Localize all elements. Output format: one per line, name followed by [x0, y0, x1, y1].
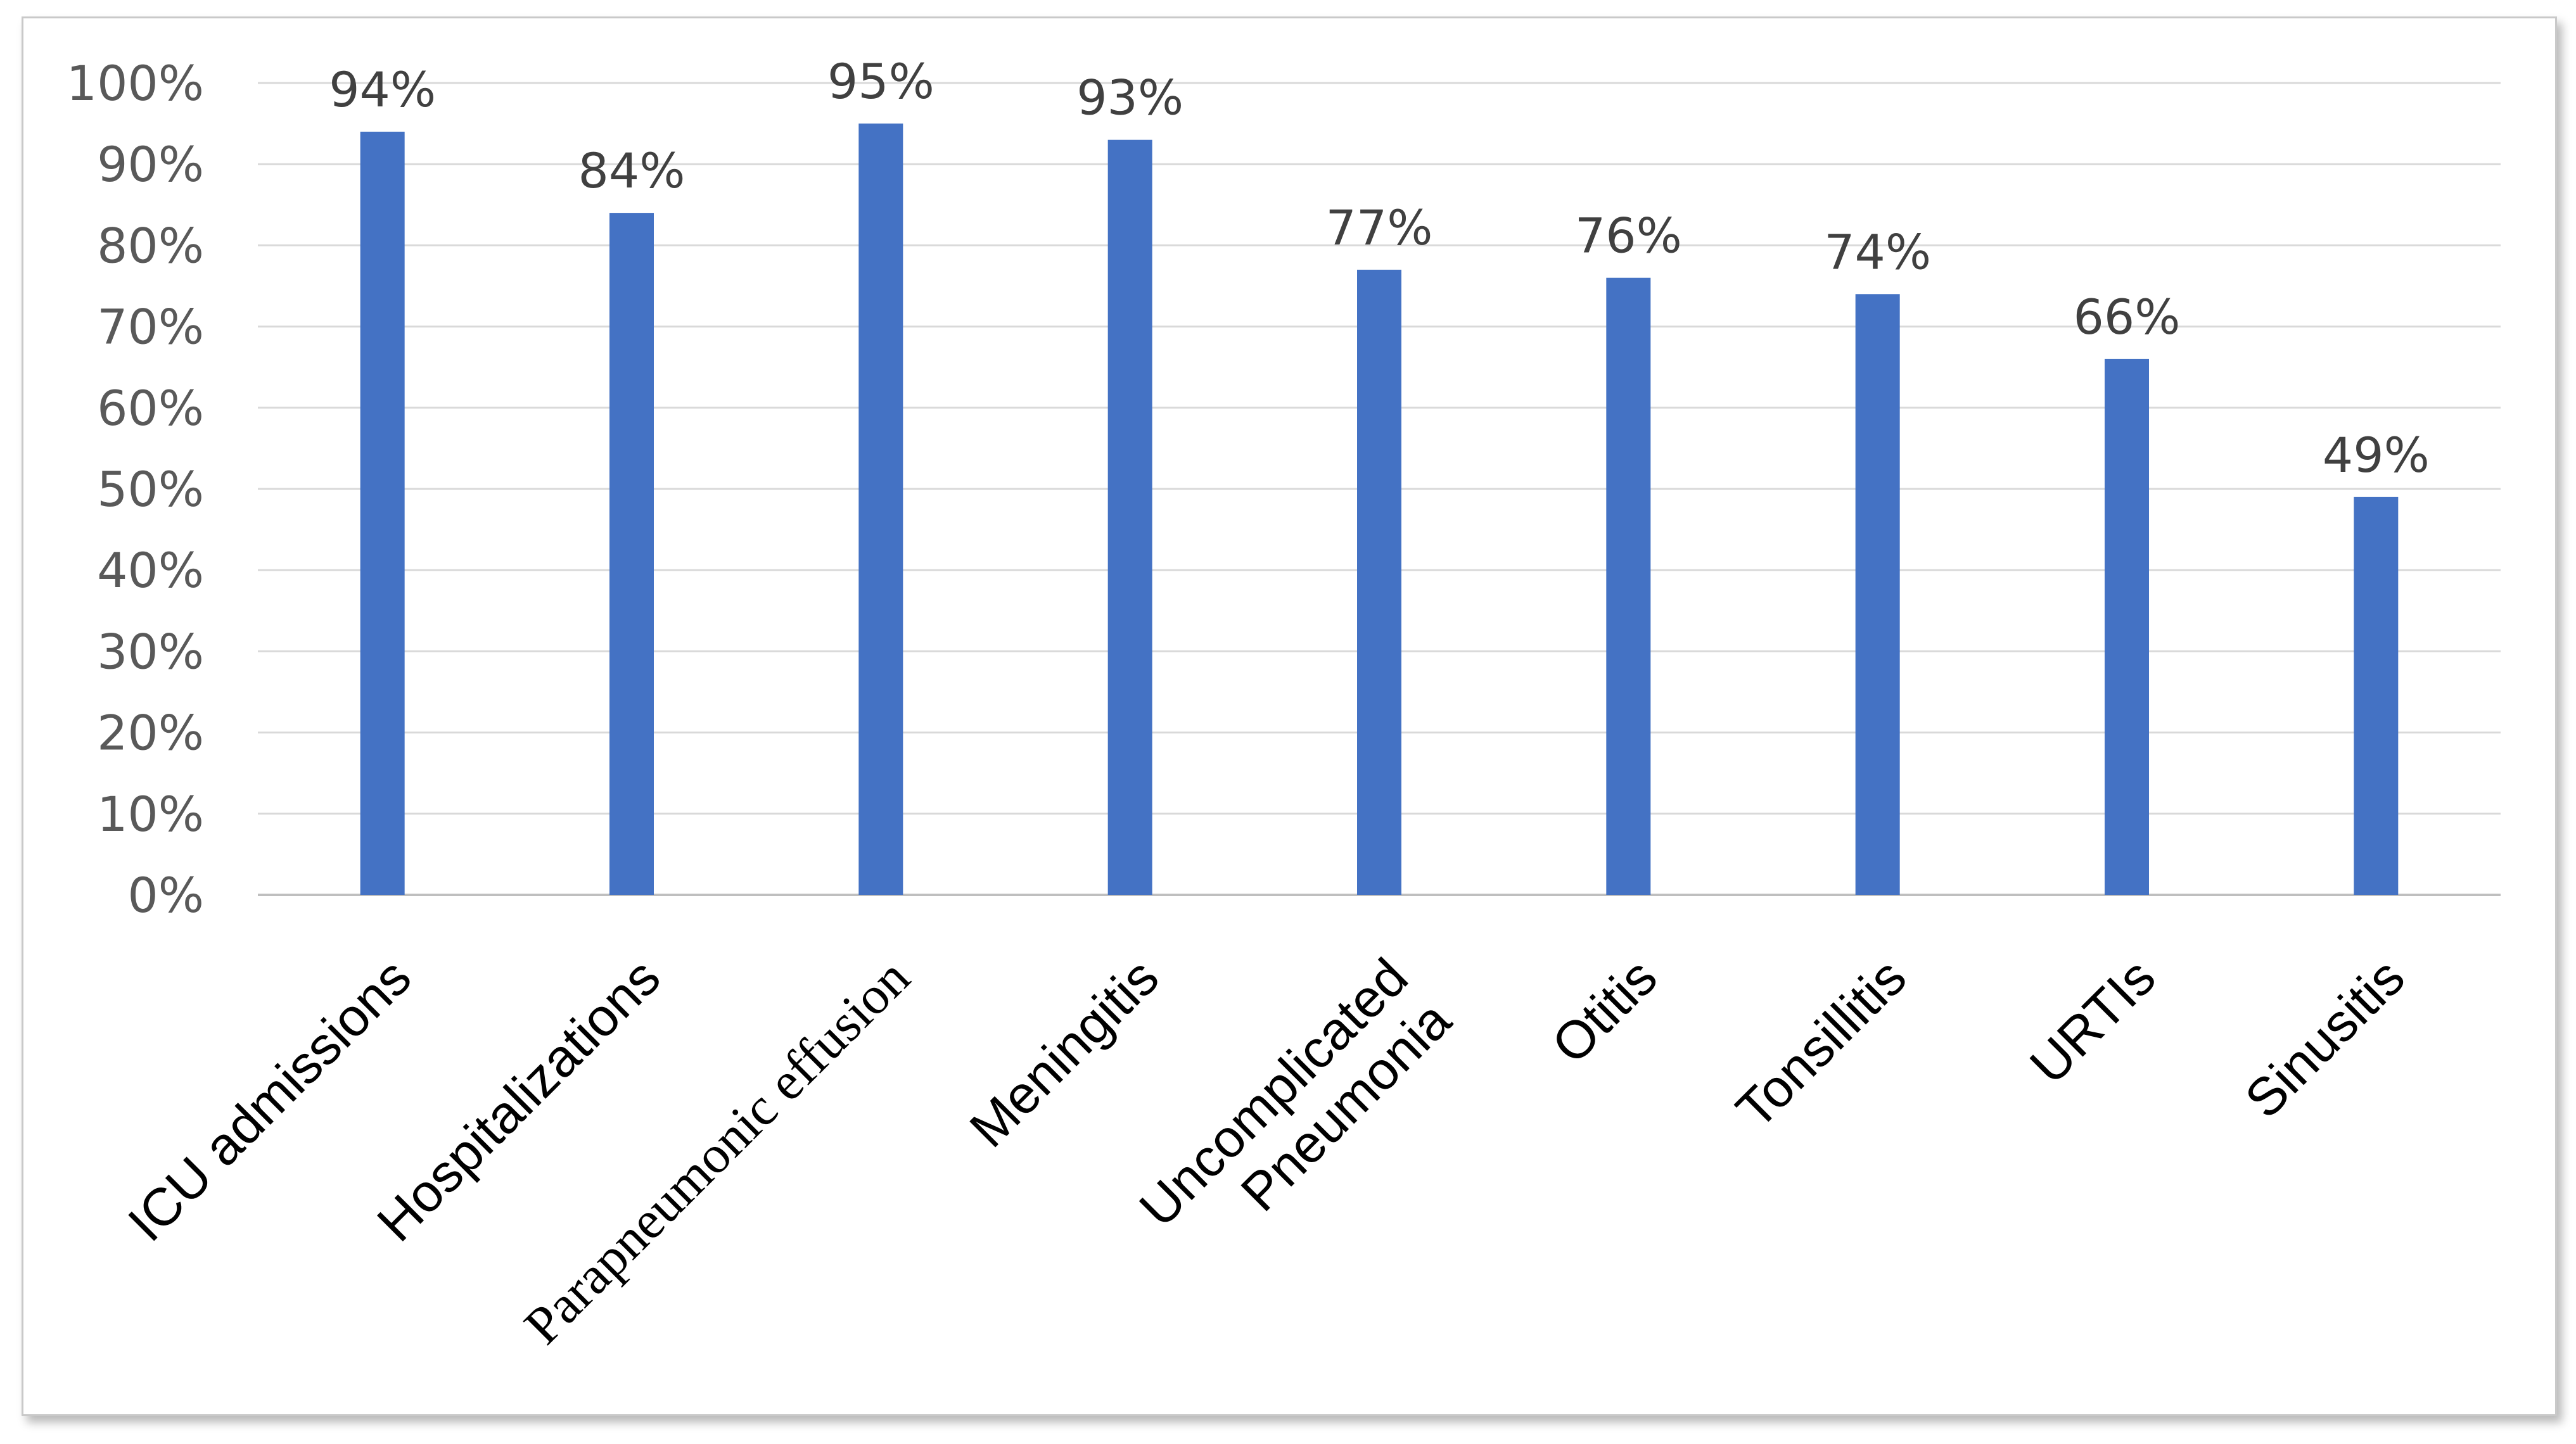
x-tick-text: Tonsillitis — [1725, 947, 1917, 1139]
data-label: 49% — [2323, 427, 2430, 483]
bar — [1606, 277, 1651, 895]
x-tick-text: Sinusitis — [2233, 947, 2416, 1129]
data-label: 95% — [827, 53, 934, 110]
x-tick-label: Tonsillitis — [1725, 947, 1917, 1139]
x-tick-text: URTIs — [2018, 947, 2167, 1095]
bars — [360, 124, 2399, 896]
y-tick-label: 20% — [97, 705, 204, 761]
y-tick-label: 40% — [97, 542, 204, 598]
data-labels: 94% 84% 95% 93% 77% 76% 74% 66% 49% — [329, 53, 2430, 483]
data-label: 66% — [2074, 289, 2181, 345]
x-tick-label: Meningitis — [959, 947, 1170, 1158]
bar — [2105, 358, 2149, 895]
x-axis-ticks: ICU admissionsHospitalizationsParapneumo… — [117, 947, 2416, 1355]
bar — [609, 213, 654, 895]
bar — [2354, 497, 2399, 895]
y-tick-label: 70% — [97, 299, 204, 355]
bar — [1855, 294, 1900, 895]
bar — [1357, 269, 1401, 895]
y-axis-ticks: 0% 10% 20% 30% 40% 50% 60% 70% 80% 90% 100% — [67, 55, 204, 923]
bar — [858, 124, 903, 896]
y-tick-label: 0% — [127, 867, 204, 923]
y-tick-label: 100% — [67, 55, 204, 111]
data-label: 77% — [1326, 200, 1433, 256]
chart-frame: 0% 10% 20% 30% 40% 50% 60% 70% 80% 90% 100% 94% 84%… — [22, 16, 2557, 1416]
data-label: 84% — [578, 142, 685, 199]
x-tick-text: Otitis — [1540, 947, 1668, 1075]
bar-chart: 0% 10% 20% 30% 40% 50% 60% 70% 80% 90% 100% 94% 84%… — [67, 53, 2501, 1355]
y-tick-label: 60% — [97, 380, 204, 436]
data-label: 74% — [1824, 224, 1931, 280]
y-tick-label: 30% — [97, 623, 204, 680]
data-label: 76% — [1575, 208, 1682, 264]
y-tick-label: 10% — [97, 786, 204, 842]
x-tick-label: Sinusitis — [2233, 947, 2416, 1129]
data-label: 93% — [1076, 70, 1183, 126]
y-tick-label: 80% — [97, 217, 204, 274]
x-tick-text: Meningitis — [959, 947, 1170, 1158]
y-tick-label: 90% — [97, 136, 204, 193]
x-tick-label: Otitis — [1540, 947, 1668, 1075]
bar — [360, 131, 405, 895]
y-tick-label: 50% — [97, 461, 204, 517]
bar — [1107, 139, 1152, 896]
x-tick-label: URTIs — [2018, 947, 2167, 1095]
data-label: 94% — [329, 61, 436, 118]
